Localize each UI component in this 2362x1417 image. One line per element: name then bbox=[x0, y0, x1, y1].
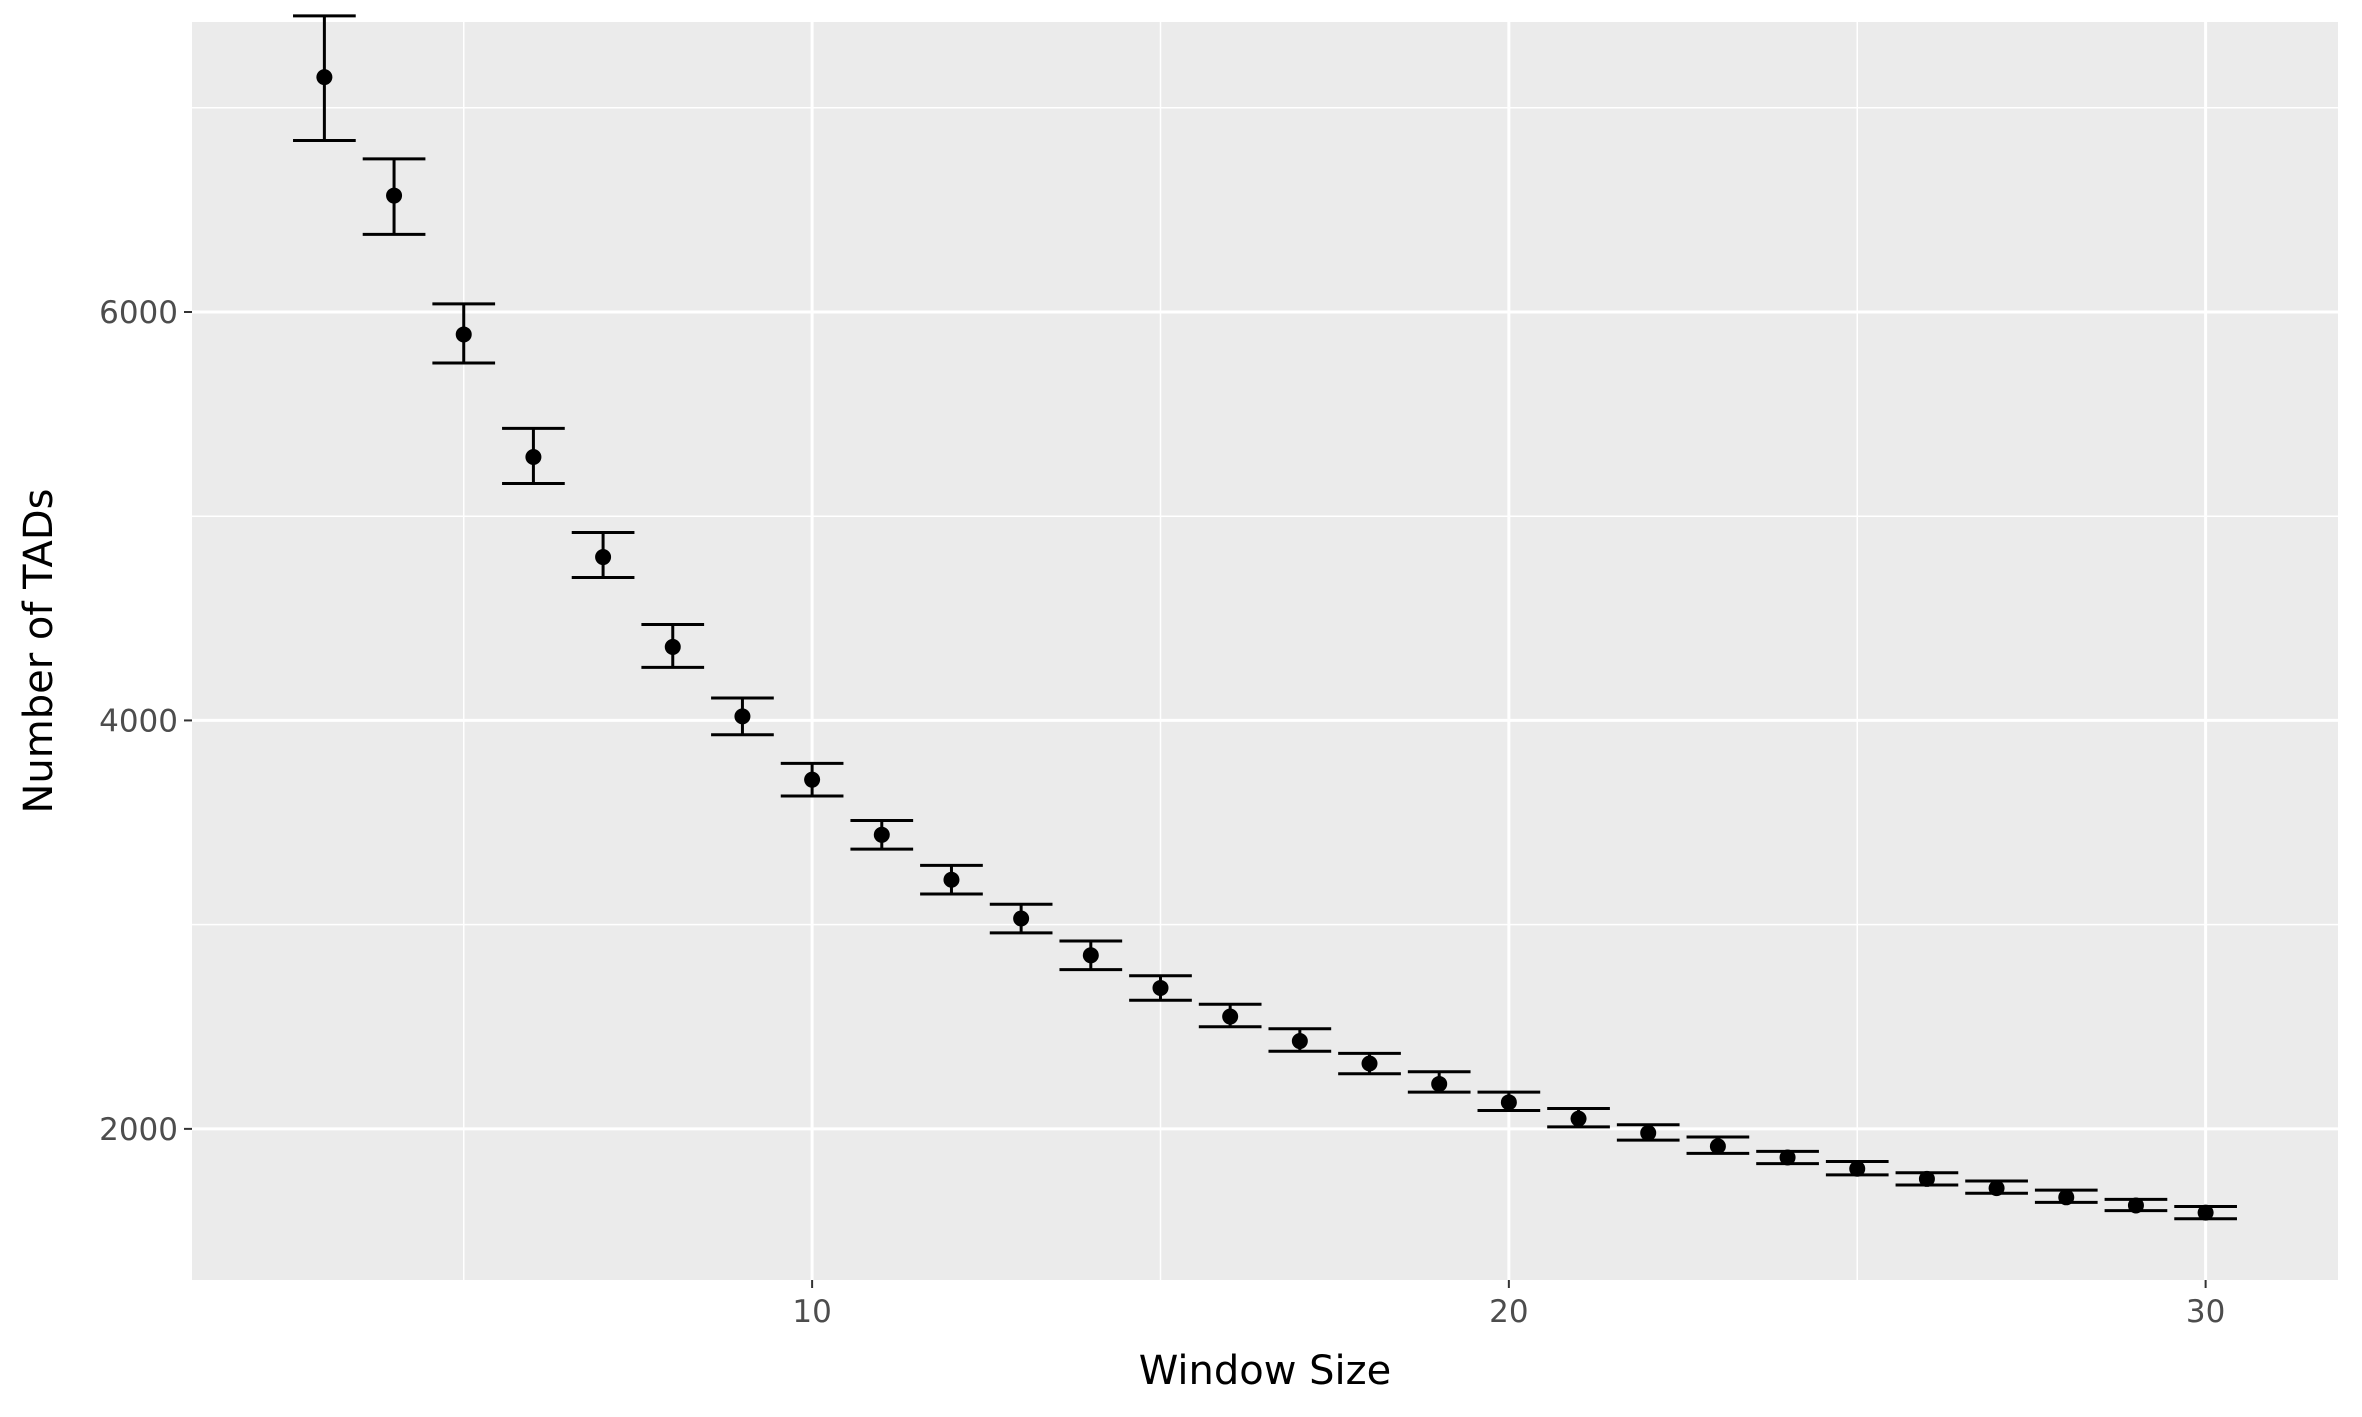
x-tick-label: 20 bbox=[1489, 1294, 1528, 1330]
y-tick-label: 6000 bbox=[99, 295, 178, 331]
data-point bbox=[525, 448, 542, 465]
data-point bbox=[1152, 979, 1169, 996]
x-tick-label: 30 bbox=[2186, 1294, 2225, 1330]
data-point bbox=[2127, 1197, 2144, 1214]
data-point bbox=[734, 708, 751, 725]
data-point bbox=[1988, 1180, 2005, 1197]
data-point bbox=[595, 549, 612, 566]
data-point bbox=[1013, 910, 1030, 927]
data-point bbox=[1849, 1160, 1866, 1177]
data-point bbox=[1570, 1110, 1587, 1127]
data-point bbox=[1779, 1149, 1796, 1166]
data-point bbox=[1918, 1170, 1935, 1187]
y-axis-ticks: 2000 4000 6000 bbox=[99, 295, 192, 1148]
data-point bbox=[664, 638, 681, 655]
data-point bbox=[1640, 1124, 1657, 1141]
data-point bbox=[1500, 1094, 1517, 1111]
data-point bbox=[316, 69, 333, 86]
y-axis-title: Number of TADs bbox=[16, 489, 62, 814]
y-tick-label: 4000 bbox=[99, 703, 178, 739]
data-point bbox=[1222, 1008, 1239, 1025]
y-tick-label: 2000 bbox=[99, 1112, 178, 1148]
data-point bbox=[455, 326, 472, 343]
minor-gridlines bbox=[192, 22, 2338, 1280]
major-gridlines bbox=[192, 22, 2338, 1280]
data-point bbox=[1291, 1033, 1308, 1050]
x-axis-title: Window Size bbox=[1139, 1348, 1392, 1394]
data-point bbox=[2058, 1189, 2075, 1206]
data-point bbox=[873, 826, 890, 843]
data-point bbox=[1361, 1055, 1378, 1072]
data-point bbox=[2197, 1204, 2214, 1221]
data-point bbox=[1709, 1138, 1726, 1155]
data-point bbox=[804, 771, 821, 788]
data-point bbox=[1431, 1075, 1448, 1092]
data-point bbox=[386, 187, 403, 204]
x-tick-label: 10 bbox=[792, 1294, 831, 1330]
data-points bbox=[316, 69, 2214, 1221]
plot-panel bbox=[192, 22, 2338, 1280]
x-axis-ticks: 10 20 30 bbox=[792, 1280, 2225, 1330]
data-point bbox=[1082, 947, 1099, 964]
data-point bbox=[943, 871, 960, 888]
